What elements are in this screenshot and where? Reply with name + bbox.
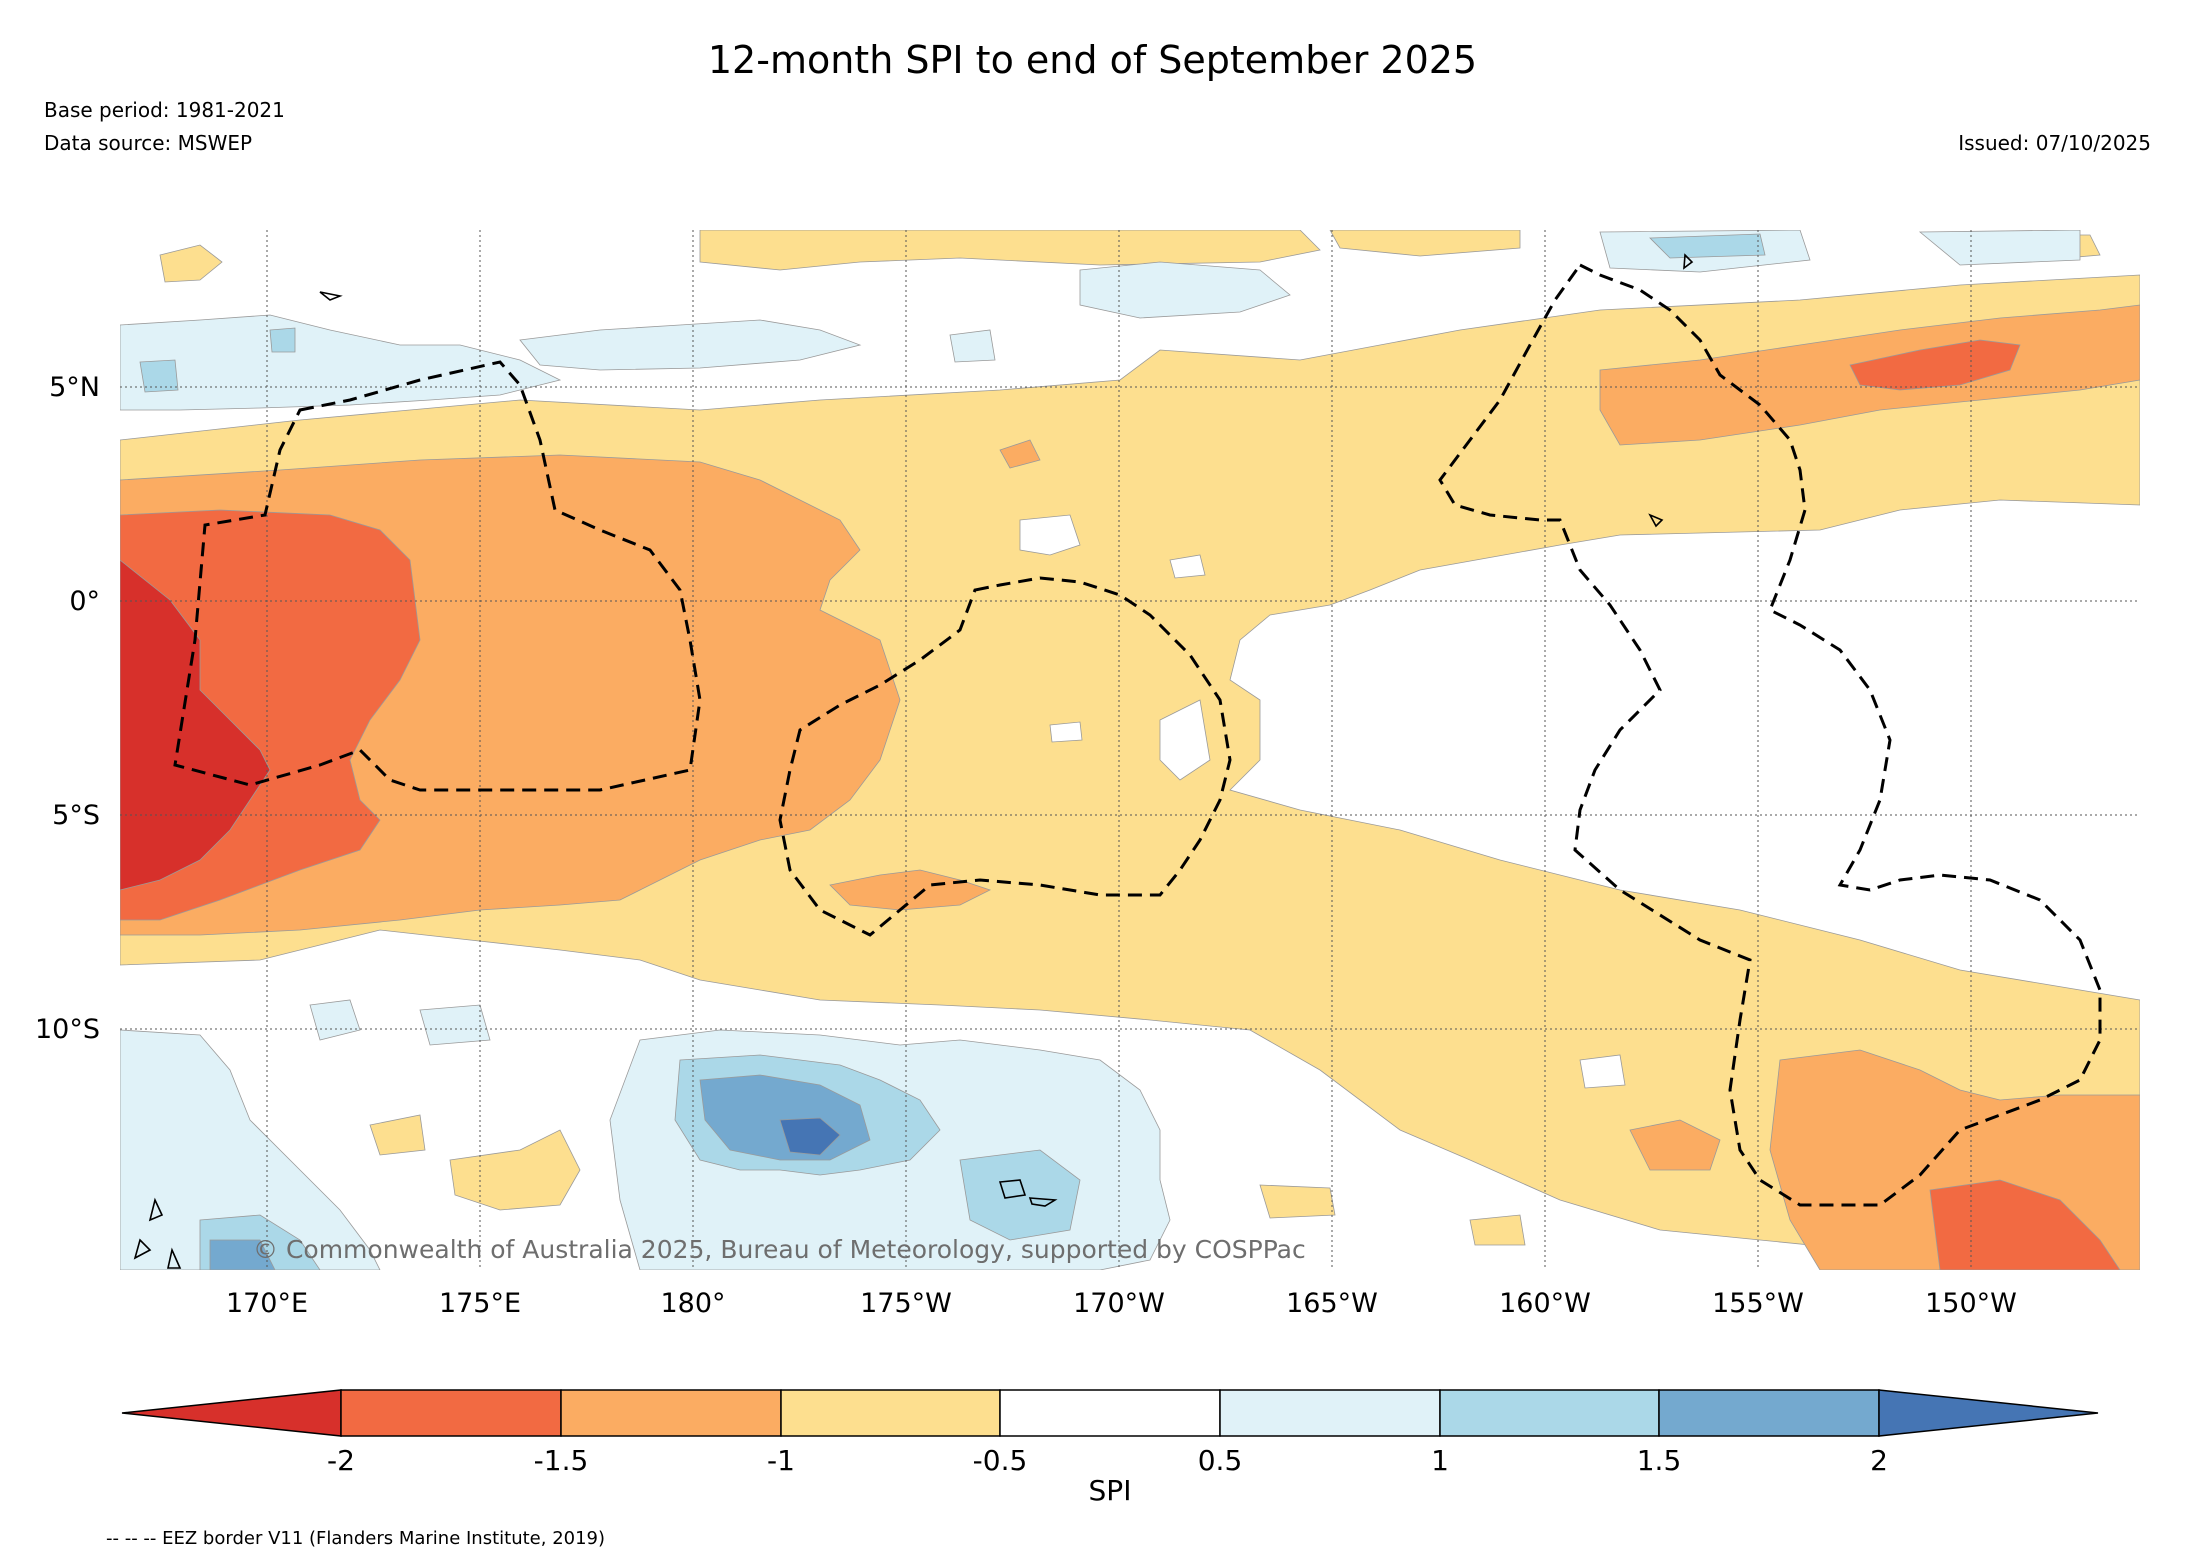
issued-date: Issued: 07/10/2025 — [1958, 131, 2151, 155]
longitude-labels: 170°E 175°E 180° 175°W 170°W 165°W 160°W… — [226, 1288, 2017, 1319]
colorbar-tick: 0.5 — [1198, 1444, 1243, 1477]
colorbar-extend-low — [121, 1389, 342, 1437]
colorbar-bin — [560, 1389, 782, 1437]
spi-map: © Commonwealth of Australia 2025, Bureau… — [120, 230, 2140, 1270]
colorbar-label: SPI — [1089, 1474, 1132, 1507]
eez-borders — [173, 263, 2102, 1207]
lon-label: 180° — [660, 1288, 725, 1319]
lon-label: 155°W — [1712, 1288, 1804, 1319]
lat-label: 5°N — [49, 372, 100, 403]
lat-label: 0° — [69, 586, 100, 617]
spi-region-wet-north — [120, 314, 562, 411]
lon-label: 175°W — [860, 1288, 952, 1319]
lon-label: 170°E — [226, 1288, 308, 1319]
lon-label: 150°W — [1925, 1288, 2017, 1319]
lat-label: 10°S — [35, 1014, 100, 1045]
colorbar-tick: -1.5 — [534, 1444, 589, 1477]
colorbar-extend-high — [1878, 1389, 2099, 1437]
colorbar-tick: -1 — [767, 1444, 795, 1477]
colorbar-tick: 2 — [1870, 1444, 1888, 1477]
base-period: Base period: 1981-2021 — [44, 98, 285, 122]
colorbar-bin — [340, 1389, 562, 1437]
lat-label: 5°S — [52, 800, 100, 831]
colorbar-bin — [1439, 1389, 1660, 1437]
map-title: 12-month SPI to end of September 2025 — [707, 38, 1478, 82]
lon-label: 160°W — [1499, 1288, 1591, 1319]
lon-label: 165°W — [1286, 1288, 1378, 1319]
credit-watermark: © Commonwealth of Australia 2025, Bureau… — [253, 1235, 1306, 1264]
lon-label: 170°W — [1073, 1288, 1165, 1319]
data-source: Data source: MSWEP — [44, 131, 253, 155]
colorbar-tick: -2 — [327, 1444, 355, 1477]
island-outlines — [133, 253, 1694, 1269]
colorbar-tick: -0.5 — [973, 1444, 1028, 1477]
lon-label: 175°E — [439, 1288, 521, 1319]
colorbar-bin — [1658, 1389, 1880, 1437]
latitude-labels: 5°N 0° 5°S 10°S — [35, 372, 100, 1045]
colorbar: -2 -1.5 -1 -0.5 0.5 1 1.5 2 SPI — [121, 1389, 2099, 1507]
eez-legend-note: -- -- -- EEZ border V11 (Flanders Marine… — [106, 1528, 606, 1549]
colorbar-bin — [1219, 1389, 1441, 1437]
colorbar-tick: 1.5 — [1637, 1444, 1682, 1477]
colorbar-tick: 1 — [1431, 1444, 1449, 1477]
colorbar-bin — [999, 1389, 1221, 1437]
colorbar-bin — [780, 1389, 1001, 1437]
spi-region-dry-extreme — [120, 559, 271, 891]
